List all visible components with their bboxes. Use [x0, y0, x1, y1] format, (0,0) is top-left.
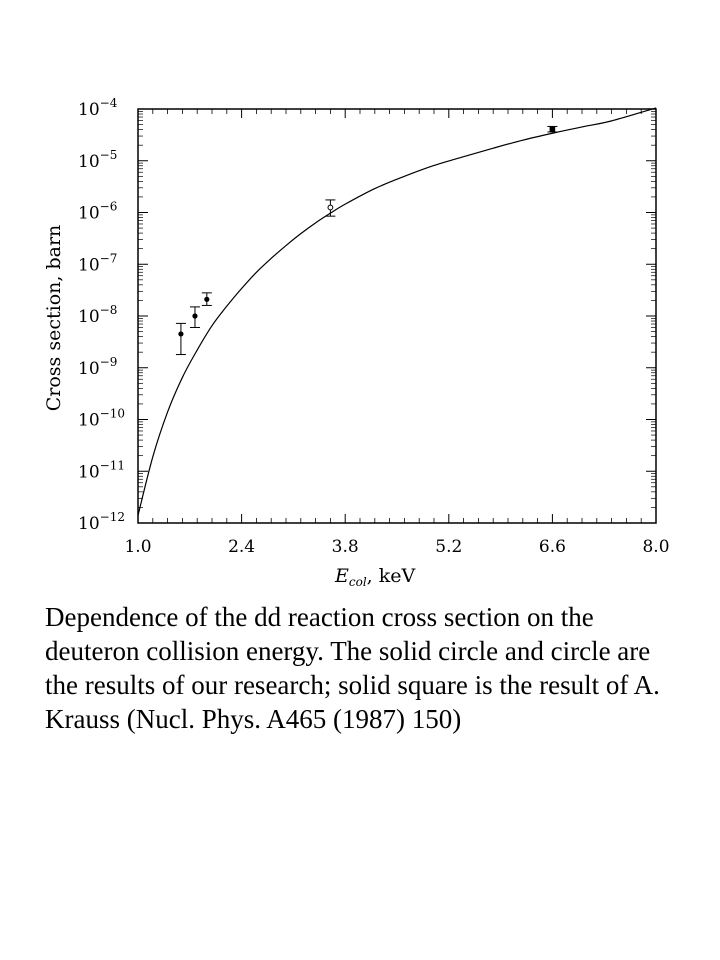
y-axis-title: Cross section, barn — [43, 225, 65, 412]
plot-frame — [137, 108, 657, 524]
chart: 1.0 2.4 3.8 5.2 6.6 8.0 10−410−510−610−710−81… — [43, 96, 670, 589]
x-tick-labels: 1.0 2.4 3.8 5.2 6.6 8.0 — [124, 537, 669, 557]
solid-circle-marker — [178, 331, 184, 337]
x-axis-title: Ecol, keV — [334, 565, 416, 589]
figure-caption: Dependence of the dd reaction cross sect… — [45, 602, 660, 734]
y-tick-label: 10−6 — [78, 200, 117, 224]
y-tick-label: 10−11 — [78, 458, 125, 482]
data-point-solid-square — [547, 125, 558, 133]
x-tick-label: 6.6 — [539, 537, 566, 557]
data-point-solid-circle — [201, 292, 212, 306]
circle-marker — [327, 204, 334, 211]
y-tick-label: 10−10 — [78, 407, 125, 431]
y-tick-label: 10−5 — [78, 148, 117, 172]
y-tick-label: 10−8 — [78, 303, 117, 327]
data-point-solid-circle — [175, 322, 186, 356]
data-point-solid-circle — [189, 306, 200, 328]
solid-circle-marker — [204, 296, 210, 302]
x-tick-label: 8.0 — [642, 537, 669, 557]
data-point-circle — [325, 199, 336, 217]
x-tick-label: 3.8 — [332, 537, 359, 557]
y-tick-label: 10−12 — [78, 510, 125, 534]
fit-curve — [137, 107, 657, 516]
y-tick-label: 10−7 — [78, 251, 117, 275]
y-tick-labels: 10−4 10−5 10−6 10−7 10−8 10−9 10−10 10−11 10−12 — [78, 96, 125, 534]
solid-square-marker — [549, 126, 556, 132]
x-tick-label: 1.0 — [124, 537, 151, 557]
x-tick-label: 2.4 — [228, 537, 255, 557]
x-tick-label: 5.2 — [435, 537, 462, 557]
solid-circle-marker — [192, 313, 198, 319]
y-tick-label: 10−9 — [78, 355, 117, 379]
data-points — [175, 125, 558, 356]
y-tick-label: 10−4 — [78, 96, 118, 120]
axis-ticks — [137, 108, 657, 524]
